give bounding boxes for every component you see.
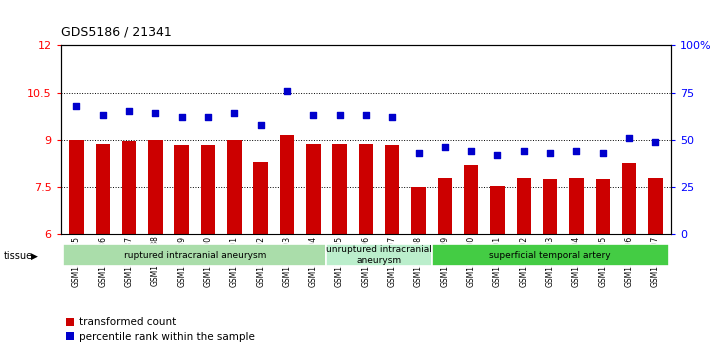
Bar [174,145,189,234]
Bar [306,144,321,234]
Bar [516,178,531,234]
Text: superficial temporal artery: superficial temporal artery [489,250,611,260]
Point [71,103,82,109]
Bar [432,244,668,266]
Bar [438,178,452,234]
Bar [96,144,110,234]
Point [308,112,319,118]
Point [228,110,240,116]
Point [334,112,346,118]
Text: GDS5186 / 21341: GDS5186 / 21341 [61,25,171,38]
Bar [149,140,163,234]
Point [176,114,188,120]
Point [255,122,266,127]
Bar [543,179,558,234]
Bar [622,163,636,234]
Bar [464,165,478,234]
Point [439,144,451,150]
Point [518,148,530,154]
Bar [64,244,326,266]
Bar [595,179,610,234]
Point [124,109,135,114]
Point [597,150,608,156]
Point [386,114,398,120]
Bar [648,178,663,234]
Point [281,88,293,94]
Bar [333,144,347,234]
Text: ruptured intracranial aneurysm: ruptured intracranial aneurysm [124,250,266,260]
Point [650,139,661,144]
Point [360,112,371,118]
Text: tissue: tissue [4,251,33,261]
Bar [358,144,373,234]
Bar [253,162,268,234]
Bar [69,140,84,234]
Text: unruptured intracranial
aneurysm: unruptured intracranial aneurysm [326,245,432,265]
Point [202,114,213,120]
Bar [385,146,399,234]
Bar [326,244,432,266]
Bar [569,178,583,234]
Point [413,150,424,156]
Text: ▶: ▶ [31,252,39,260]
Point [150,110,161,116]
Bar [227,140,241,234]
Point [492,152,503,158]
Bar [122,141,136,234]
Legend: transformed count, percentile rank within the sample: transformed count, percentile rank withi… [66,317,256,342]
Point [623,135,635,141]
Bar [411,187,426,234]
Point [570,148,582,154]
Bar [280,135,294,234]
Bar [491,186,505,234]
Bar [201,146,216,234]
Point [97,112,109,118]
Point [544,150,555,156]
Point [466,148,477,154]
